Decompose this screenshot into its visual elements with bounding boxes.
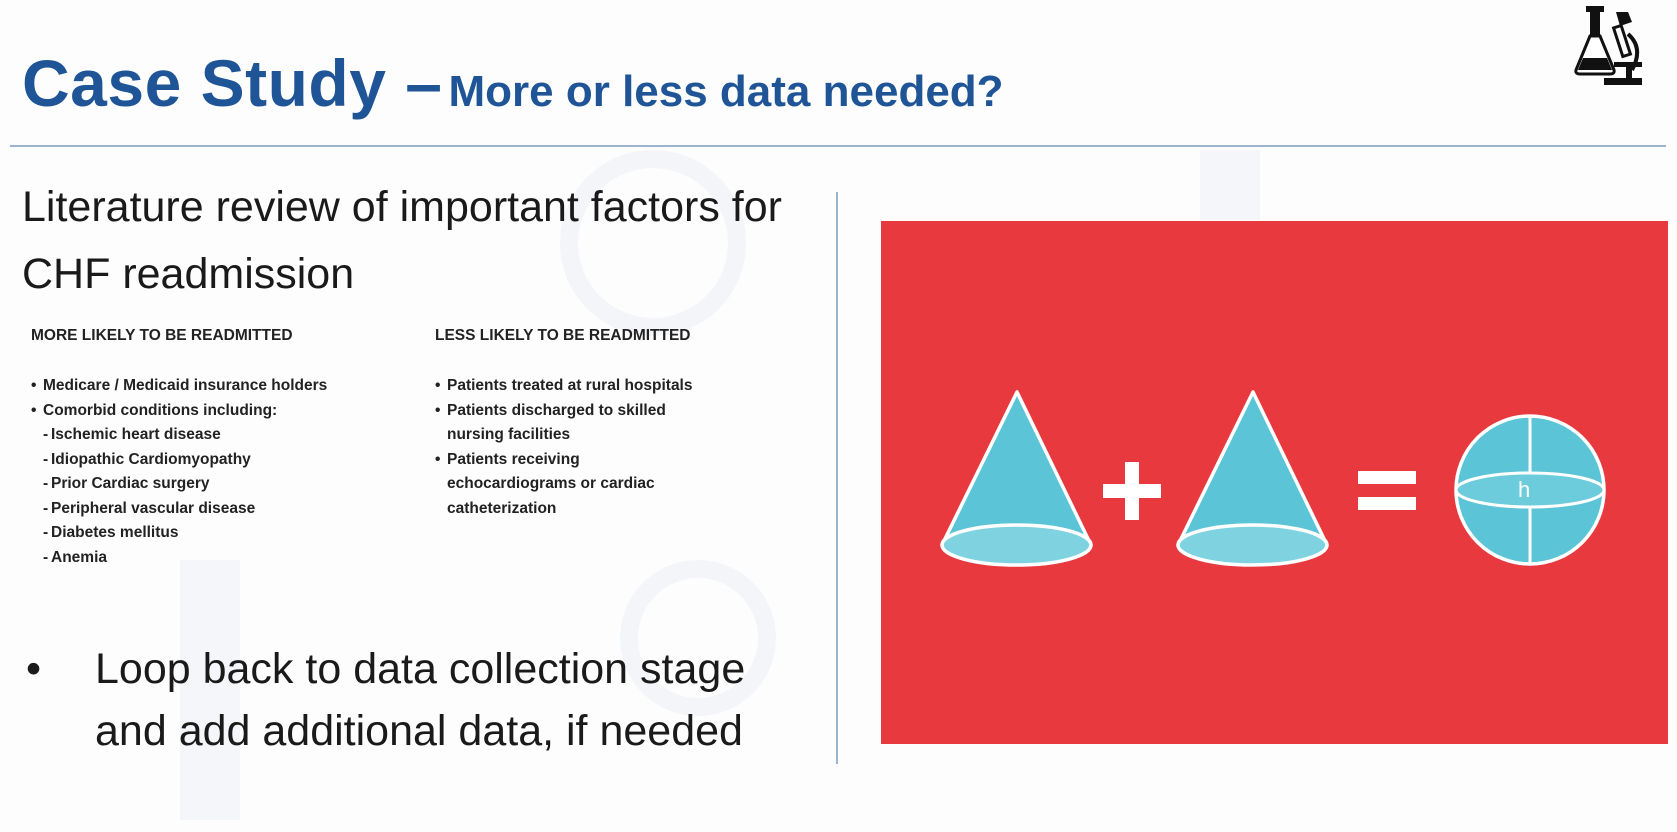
cone-sphere-illustration: h [881, 221, 1668, 744]
cone-icon [1176, 390, 1329, 567]
list-subitem-text: Peripheral vascular disease [51, 499, 256, 517]
list-item-text: Comorbid conditions including: [43, 401, 278, 419]
title-sub: More or less data needed? [448, 67, 1004, 116]
lab-microscope-logo-icon [1574, 6, 1642, 85]
section-heading: Literature review of important factors f… [22, 183, 782, 298]
dash-marker: - [43, 475, 49, 492]
bullet-dot: • [435, 377, 441, 394]
list-item-text: Patients discharged to skilled [447, 401, 666, 419]
list-item-text: Patients treated at rural hospitals [447, 377, 693, 394]
equals-icon [1358, 471, 1416, 510]
bullet-dot: • [31, 401, 37, 419]
list-subitem-text: Prior Cardiac surgery [51, 475, 210, 492]
sphere-label: h [1518, 477, 1530, 502]
less-likely-list: • Patients treated at rural hospitals • Pa… [435, 374, 693, 521]
dash-marker: - [43, 548, 49, 566]
dash-marker: - [43, 524, 49, 541]
sphere-icon: h [1454, 414, 1606, 566]
list-subitem-text: Ischemic heart disease [51, 426, 221, 443]
dash-marker: - [43, 450, 49, 468]
list-subitem-text: Diabetes mellitus [51, 524, 179, 541]
list-subitem: - Peripheral vascular disease [31, 497, 327, 522]
watermark-bar [180, 560, 240, 820]
list-subitem: - Anemia [31, 546, 327, 571]
cone-icon [940, 390, 1093, 567]
list-item-text: echocardiograms or cardiac [447, 475, 655, 492]
dash-marker: - [43, 499, 49, 517]
bullet-text: Loop back to data collection stage and a… [95, 645, 746, 755]
more-likely-heading: MORE LIKELY TO BE READMITTED [31, 327, 293, 344]
list-item-text: Medicare / Medicaid insurance holders [43, 377, 328, 394]
list-item: • Comorbid conditions including: [31, 399, 327, 424]
bullet-dot: • [31, 377, 37, 394]
watermark-bar [1200, 150, 1260, 220]
title-main: Case Study – [22, 46, 443, 120]
list-item-text: nursing facilities [447, 426, 571, 443]
plus-icon [1103, 462, 1161, 520]
list-item-text: Patients receiving [447, 450, 580, 468]
list-item: • Patients discharged to skilled nursing f… [435, 399, 693, 448]
list-subitem-text: Anemia [51, 548, 107, 566]
list-subitem-text: Idiopathic Cardiomyopathy [51, 450, 251, 468]
less-likely-heading: LESS LIKELY TO BE READMITTED [435, 327, 691, 344]
bullet-dot: • [435, 450, 441, 468]
column-divider [836, 192, 838, 764]
list-subitem: - Idiopathic Cardiomyopathy [31, 448, 327, 473]
dash-marker: - [43, 426, 49, 443]
list-subitem: - Prior Cardiac surgery [31, 472, 327, 497]
list-subitem: - Diabetes mellitus [31, 521, 327, 546]
bullet-dot: • [26, 645, 42, 693]
page-title: Case Study – More or less data needed? [22, 50, 1004, 116]
title-divider [10, 145, 1666, 147]
more-likely-list: • Medicare / Medicaid insurance holders •… [31, 374, 327, 570]
list-item: • Patients receiving echocardiograms or ca… [435, 448, 693, 522]
list-subitem: - Ischemic heart disease [31, 423, 327, 448]
list-item: • Patients treated at rural hospitals [435, 374, 693, 399]
bullet-dot: • [435, 401, 441, 419]
list-item-text: catheterization [447, 499, 557, 517]
list-item: • Medicare / Medicaid insurance holders [31, 374, 327, 399]
